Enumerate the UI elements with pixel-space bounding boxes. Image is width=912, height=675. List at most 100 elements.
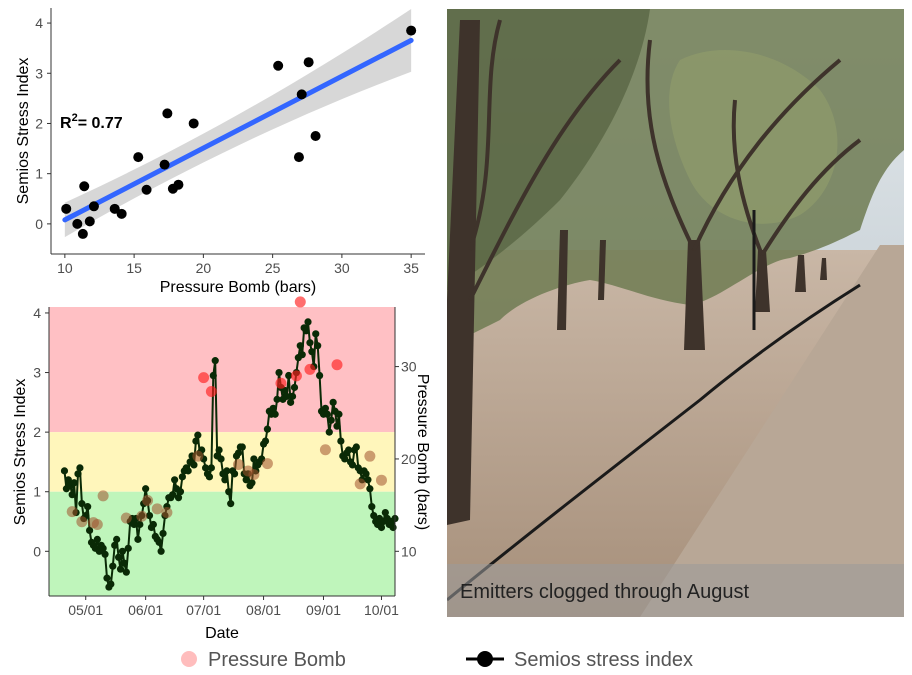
timeseries-y2-tick-label: 20: [401, 451, 417, 467]
stress-index-point: [283, 392, 291, 400]
pressure-bomb-point: [290, 370, 302, 382]
scatter-point: [310, 131, 321, 142]
photo-drip-line: [447, 283, 861, 602]
timeseries-y-tick-label: 2: [33, 424, 41, 440]
pressure-bomb-point: [205, 386, 217, 398]
stress-index-point: [238, 443, 246, 451]
stress-index-point: [116, 565, 125, 573]
stress-index-point: [304, 318, 312, 326]
stress-index-point: [348, 461, 357, 469]
pressure-bomb-point: [161, 507, 173, 519]
stress-index-point: [74, 470, 82, 478]
stress-index-point: [84, 503, 92, 511]
stress-index-point: [296, 342, 304, 350]
stress-index-point: [248, 479, 256, 487]
timeseries-x-tick-label: 06/01: [128, 602, 163, 618]
stress-index-point: [250, 455, 258, 463]
scatter-point: [296, 89, 307, 100]
scatter-y-tick-label: 0: [35, 216, 43, 232]
stress-index-point: [211, 357, 219, 365]
scatter-point: [273, 60, 284, 71]
legend-pressure-bomb-swatch: [181, 651, 197, 667]
pressure-bomb-point: [261, 458, 273, 470]
scatter-point: [133, 152, 144, 163]
stress-index-point: [221, 476, 229, 484]
stress-index-point: [64, 476, 72, 484]
stress-index-point: [368, 503, 376, 511]
stress-index-point: [107, 580, 115, 588]
timeseries-plot: 05/01 06/01 07/01 08/01 09/01 10/01 0 1 2 3 4 10 2…: [12, 296, 431, 642]
stress-index-point: [298, 351, 306, 359]
scatter-x-tick-label: 30: [334, 260, 350, 276]
scatter-x-tick-label: 10: [57, 260, 73, 276]
stress-index-point: [114, 553, 123, 561]
scatter-x-tick-label: 15: [126, 260, 142, 276]
timeseries-x-axis-title: Date: [205, 625, 239, 642]
stress-index-point: [85, 526, 94, 535]
timeseries-y-axis-title: Semios Stress Index: [12, 379, 29, 526]
timeseries-y-tick-label: 1: [33, 484, 41, 500]
stress-index-point: [288, 392, 297, 400]
stress-index-point: [271, 410, 279, 418]
pressure-bomb-point: [198, 372, 210, 384]
timeseries-y2-tick-label: 10: [401, 543, 417, 559]
regression-line: [62, 37, 414, 223]
stress-index-point: [325, 428, 333, 436]
pressure-bomb-point: [375, 474, 387, 486]
stress-index-point: [217, 455, 225, 463]
stress-index-point: [329, 398, 337, 406]
stress-index-point: [269, 404, 277, 412]
timeseries-y2-axis-title: Pressure Bomb (bars): [414, 374, 431, 531]
stress-index-point: [111, 541, 119, 549]
stress-index-point: [70, 479, 78, 487]
orchard-photo: Emitters clogged through August: [447, 9, 904, 617]
timeseries-x-tick-label: 09/01: [306, 602, 341, 618]
pressure-bomb-point: [136, 510, 148, 522]
stress-index-point: [201, 464, 210, 472]
stress-index-point: [184, 467, 192, 475]
stress-index-point: [145, 511, 154, 520]
scatter-y-axis-title: Semios Stress Index: [15, 58, 32, 205]
pressure-bomb-point: [91, 519, 103, 531]
timeseries-x-ticks: 05/01 06/01 07/01 08/01 09/01 10/01: [68, 596, 399, 618]
stress-index-point: [327, 416, 335, 424]
stress-index-point: [366, 485, 374, 493]
scatter-point: [72, 218, 83, 229]
stress-index-point: [78, 500, 86, 508]
stress-index-point: [345, 446, 353, 454]
stress-index-point: [157, 547, 165, 555]
high-stress-band: [49, 307, 395, 433]
pressure-bomb-point: [76, 516, 88, 528]
scatter-y-tick-label: 1: [35, 166, 43, 182]
photo-orchard-aisle: [640, 245, 904, 617]
stress-index-point: [362, 470, 370, 478]
scatter-y-tick-label: 2: [35, 115, 43, 131]
stress-index-point: [364, 476, 372, 484]
scatter-x-axis-title: Pressure Bomb (bars): [160, 279, 317, 296]
legend-pressure-bomb-label: Pressure Bomb: [208, 649, 346, 671]
scatter-point: [162, 108, 173, 119]
scatter-point: [77, 228, 88, 239]
scatter-point: [159, 159, 170, 170]
scatter-point: [79, 181, 90, 192]
pressure-bomb-point: [120, 512, 132, 524]
stress-index-point: [192, 437, 200, 445]
timeseries-y-ticks: 0 1 2 3 4: [33, 305, 49, 559]
pressure-bomb-point: [294, 296, 306, 308]
pressure-bomb-point: [331, 359, 343, 371]
regression-confidence-band: [64, 9, 412, 238]
scatter-point: [173, 179, 184, 190]
stress-index-point: [333, 422, 341, 430]
stress-index-point: [101, 550, 109, 558]
pressure-bomb-point: [319, 444, 331, 456]
stress-index-point: [273, 395, 281, 403]
photo-caption: Emitters clogged through August: [460, 581, 750, 603]
stress-index-point: [171, 476, 179, 484]
stress-index-point: [306, 339, 314, 347]
stress-index-point: [134, 535, 142, 543]
stress-index-point: [223, 467, 231, 475]
stress-index-point: [178, 473, 186, 481]
stress-index-point: [302, 327, 310, 335]
stress-index-point: [169, 491, 177, 499]
